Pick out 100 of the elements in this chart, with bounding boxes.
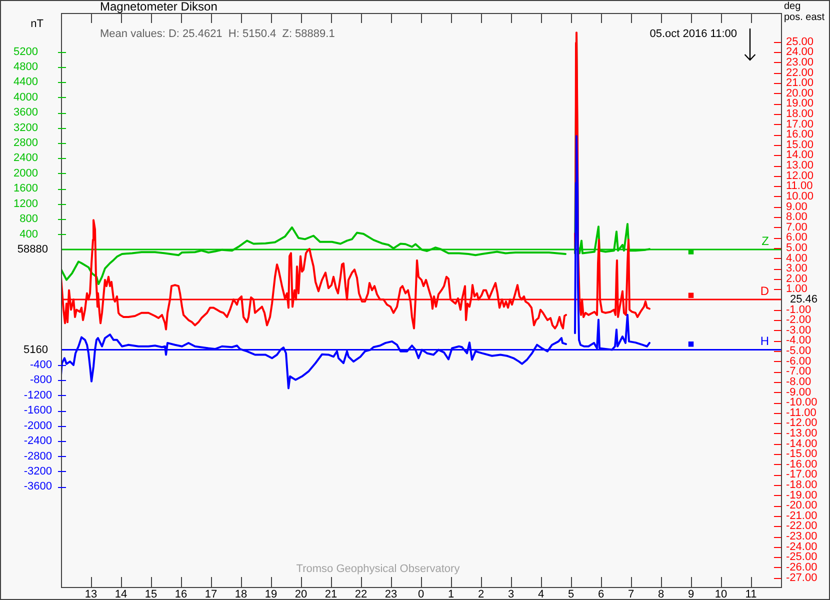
y3-tick-label: -2000: [24, 420, 52, 432]
y2-tick-label: 18.00: [786, 108, 814, 120]
y2-tick-label: 17.00: [786, 118, 814, 130]
y2-tick-label: -19.00: [786, 489, 818, 502]
y-tick-label: 2000: [14, 167, 38, 180]
y2-tick-label: -25.00: [786, 551, 818, 564]
y2-tick-label: -20.00: [786, 500, 818, 512]
y2-tick-label: 6.00: [786, 232, 808, 244]
y2-tick-label: -24.00: [786, 540, 818, 553]
x-tick-label: 0: [418, 588, 424, 600]
y2-tick-label: 13.00: [786, 160, 814, 172]
y2-tick-label: -16.00: [786, 458, 818, 470]
y2-tick-label: -27.00: [786, 572, 818, 584]
x-tick-label: 6: [598, 588, 604, 600]
y2-tick-label: 4.00: [786, 252, 808, 264]
y2-tick-label: -1.00: [786, 304, 812, 316]
y-tick-label: 5200: [14, 46, 38, 58]
y3-tick-label: -2400: [24, 435, 52, 448]
y2-tick-label: 3.00: [786, 262, 808, 275]
x-tick-label: 7: [628, 588, 634, 600]
y-tick-label: 1600: [14, 182, 38, 195]
y2-tick-label: -14.00: [786, 438, 818, 450]
y2-tick-label: 11.00: [786, 180, 813, 192]
y-axis-title: nT: [30, 18, 44, 30]
y2-tick-label: 2.00: [786, 272, 808, 285]
y-tick-label: 4800: [14, 61, 38, 74]
x-tick-label: 2: [478, 588, 484, 600]
y-tick-label: 4400: [14, 76, 38, 88]
y2-tick-label: -23.00: [786, 530, 818, 543]
x-tick-label: 18: [234, 588, 248, 600]
y2-tick-label: -10.00: [786, 396, 818, 409]
x-tick-label: 13: [84, 588, 98, 600]
y2-tick-label: -26.00: [786, 561, 818, 574]
y2-tick-label: -13.00: [786, 427, 818, 440]
y2-tick-label: -6.00: [786, 355, 812, 368]
y-tick-label: 1200: [14, 198, 38, 210]
y2-tick-label: -3.00: [786, 324, 812, 336]
x-tick-label: 11: [745, 588, 757, 600]
y2-tick-label: 25.00: [786, 36, 814, 48]
annotation: 05.oct 2016 11:00: [650, 28, 737, 40]
x-tick-label: 17: [204, 588, 218, 600]
y3-tick-label: -2800: [24, 450, 52, 462]
y2-tick-label: -15.00: [786, 448, 818, 460]
text: 25.46: [790, 294, 818, 306]
y-tick-label: 2400: [14, 152, 38, 164]
y2-tick-label: -7.00: [786, 366, 812, 378]
text: Z: [762, 234, 769, 248]
y2-tick-label: 15.00: [786, 138, 814, 151]
y2-tick-label: 19.00: [786, 98, 814, 110]
x-tick-label: 3: [508, 588, 514, 600]
y-tick-label: 400: [20, 228, 38, 240]
y2-tick-label: 14.00: [786, 149, 814, 162]
y3-tick-label: -3600: [24, 480, 52, 493]
y-tick-label: 3600: [14, 106, 38, 119]
y2-tick-label: 10.00: [786, 190, 814, 202]
y2-tick-label: -2.00: [786, 314, 812, 326]
y2-tick-label: 8.00: [786, 211, 808, 224]
x-tick-label: 15: [144, 588, 158, 600]
y2-tick-label: -17.00: [786, 468, 818, 481]
y2-tick-label: -22.00: [786, 520, 818, 532]
y3-tick-label: -800: [30, 374, 52, 386]
y2-tick-label: -9.00: [786, 386, 812, 398]
x-tick-label: 9: [688, 588, 694, 600]
x-tick-label: 8: [658, 588, 664, 600]
y3-tick-label: -400: [30, 359, 52, 372]
y2-tick-label: -8.00: [786, 376, 812, 388]
x-tick-label: 19: [264, 588, 278, 600]
y2-tick-label: 24.00: [786, 46, 814, 58]
y2-tick-label: 7.00: [786, 221, 808, 234]
y-tick-label: 3200: [14, 122, 38, 134]
x-tick-label: 5: [568, 588, 574, 600]
x-tick-label: 1: [448, 588, 454, 600]
y2-tick-label: 20.00: [786, 87, 814, 100]
y2-tick-label: 12.00: [786, 170, 814, 182]
text: 5160: [24, 344, 48, 356]
y-tick-label: 4000: [14, 91, 38, 104]
y-tick-label: 2800: [14, 137, 38, 150]
x-tick-label: 22: [354, 588, 368, 600]
text: D: [760, 284, 770, 298]
y2-tick-label: 9.00: [786, 200, 808, 213]
x-tick-label: 21: [324, 588, 338, 600]
text: H: [760, 334, 769, 348]
y-tick-label: 800: [20, 213, 38, 226]
y3-tick-label: -1200: [24, 389, 52, 402]
y2-axis-title: deg pos. east: [784, 0, 825, 23]
y2-tick-label: -21.00: [786, 510, 818, 522]
y2-tick-label: 21.00: [786, 77, 814, 90]
y2-tick-label: 5.00: [786, 242, 808, 254]
y2-tick-label: -5.00: [786, 345, 812, 358]
text: Mean values: D: 25.4621 H: 5150.4 Z: 58889.1: [100, 28, 335, 40]
y2-tick-label: 22.00: [786, 66, 814, 79]
y2-tick-label: 23.00: [786, 56, 814, 68]
text: 58880: [17, 243, 48, 256]
x-tick-label: 20: [294, 588, 308, 600]
chart-title: Magnetometer Dikson: [100, 0, 218, 14]
y2-tick-label: -12.00: [786, 417, 818, 430]
x-tick-label: 14: [114, 588, 128, 600]
y2-tick-label: -4.00: [786, 334, 812, 347]
y2-tick-label: -11.00: [786, 406, 816, 419]
y3-tick-label: -1600: [24, 404, 52, 417]
